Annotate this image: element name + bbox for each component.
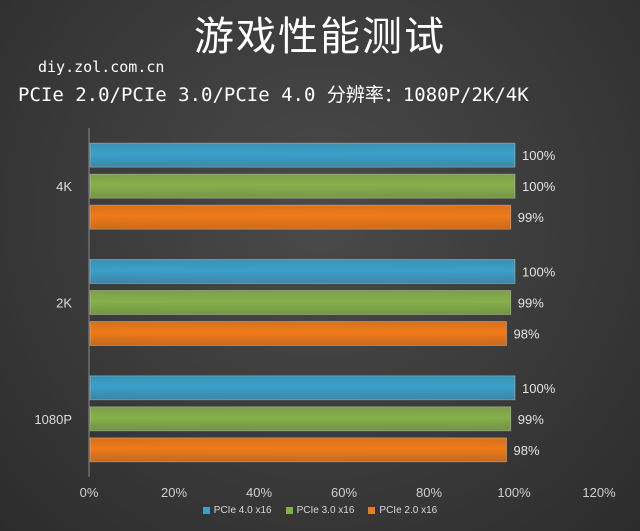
x-tick-label: 120% — [582, 485, 616, 500]
x-tick-label: 40% — [246, 485, 272, 500]
legend-label-pcie4: PCIe 4.0 x16 — [213, 505, 272, 516]
data-label: 99% — [518, 296, 544, 311]
bar-1080p-series-1 — [89, 406, 512, 432]
bar-1080p-series-2 — [89, 437, 507, 463]
legend-item-pcie2: PCIe 2.0 x16 — [368, 505, 437, 516]
x-tick-label: 100% — [497, 485, 531, 500]
legend: PCIe 4.0 x16 PCIe 3.0 x16 PCIe 2.0 x16 — [0, 505, 640, 516]
category-label: 2K — [56, 296, 72, 311]
source-watermark: diy.zol.com.cn — [38, 58, 165, 76]
data-label: 100% — [522, 381, 556, 396]
data-label: 99% — [518, 210, 544, 225]
x-tick-label: 20% — [161, 485, 187, 500]
legend-label-pcie2: PCIe 2.0 x16 — [379, 505, 438, 516]
data-label: 100% — [522, 148, 556, 163]
chart-subtitle: PCIe 2.0/PCIe 3.0/PCIe 4.0 分辨率：1080P/2K/… — [18, 84, 529, 106]
x-tick-label: 80% — [416, 485, 442, 500]
data-label: 98% — [514, 327, 540, 342]
bar-4k-series-2 — [89, 204, 512, 230]
chart-title: 游戏性能测试 — [194, 14, 446, 60]
x-tick-label: 0% — [80, 485, 99, 500]
data-label: 100% — [522, 265, 556, 280]
bar-4k-series-1 — [89, 173, 516, 199]
legend-item-pcie3: PCIe 3.0 x16 — [285, 505, 355, 516]
bar-2k-series-1 — [89, 290, 512, 315]
bar-1080p-series-0 — [89, 375, 516, 401]
legend-label-pcie3: PCIe 3.0 x16 — [296, 505, 355, 516]
data-label: 100% — [522, 179, 556, 194]
legend-swatch-pcie2 — [368, 507, 376, 514]
data-label: 99% — [518, 412, 544, 427]
category-label: 1080P — [34, 412, 72, 427]
bar-4k-series-0 — [89, 142, 516, 168]
legend-swatch-pcie3 — [285, 507, 293, 514]
legend-swatch-pcie4 — [202, 507, 210, 514]
bar-2k-series-2 — [89, 321, 507, 346]
category-label: 4K — [56, 179, 72, 194]
legend-item-pcie4: PCIe 4.0 x16 — [202, 505, 272, 516]
data-label: 98% — [514, 443, 540, 458]
x-tick-label: 60% — [331, 485, 357, 500]
bar-2k-series-0 — [89, 259, 516, 284]
